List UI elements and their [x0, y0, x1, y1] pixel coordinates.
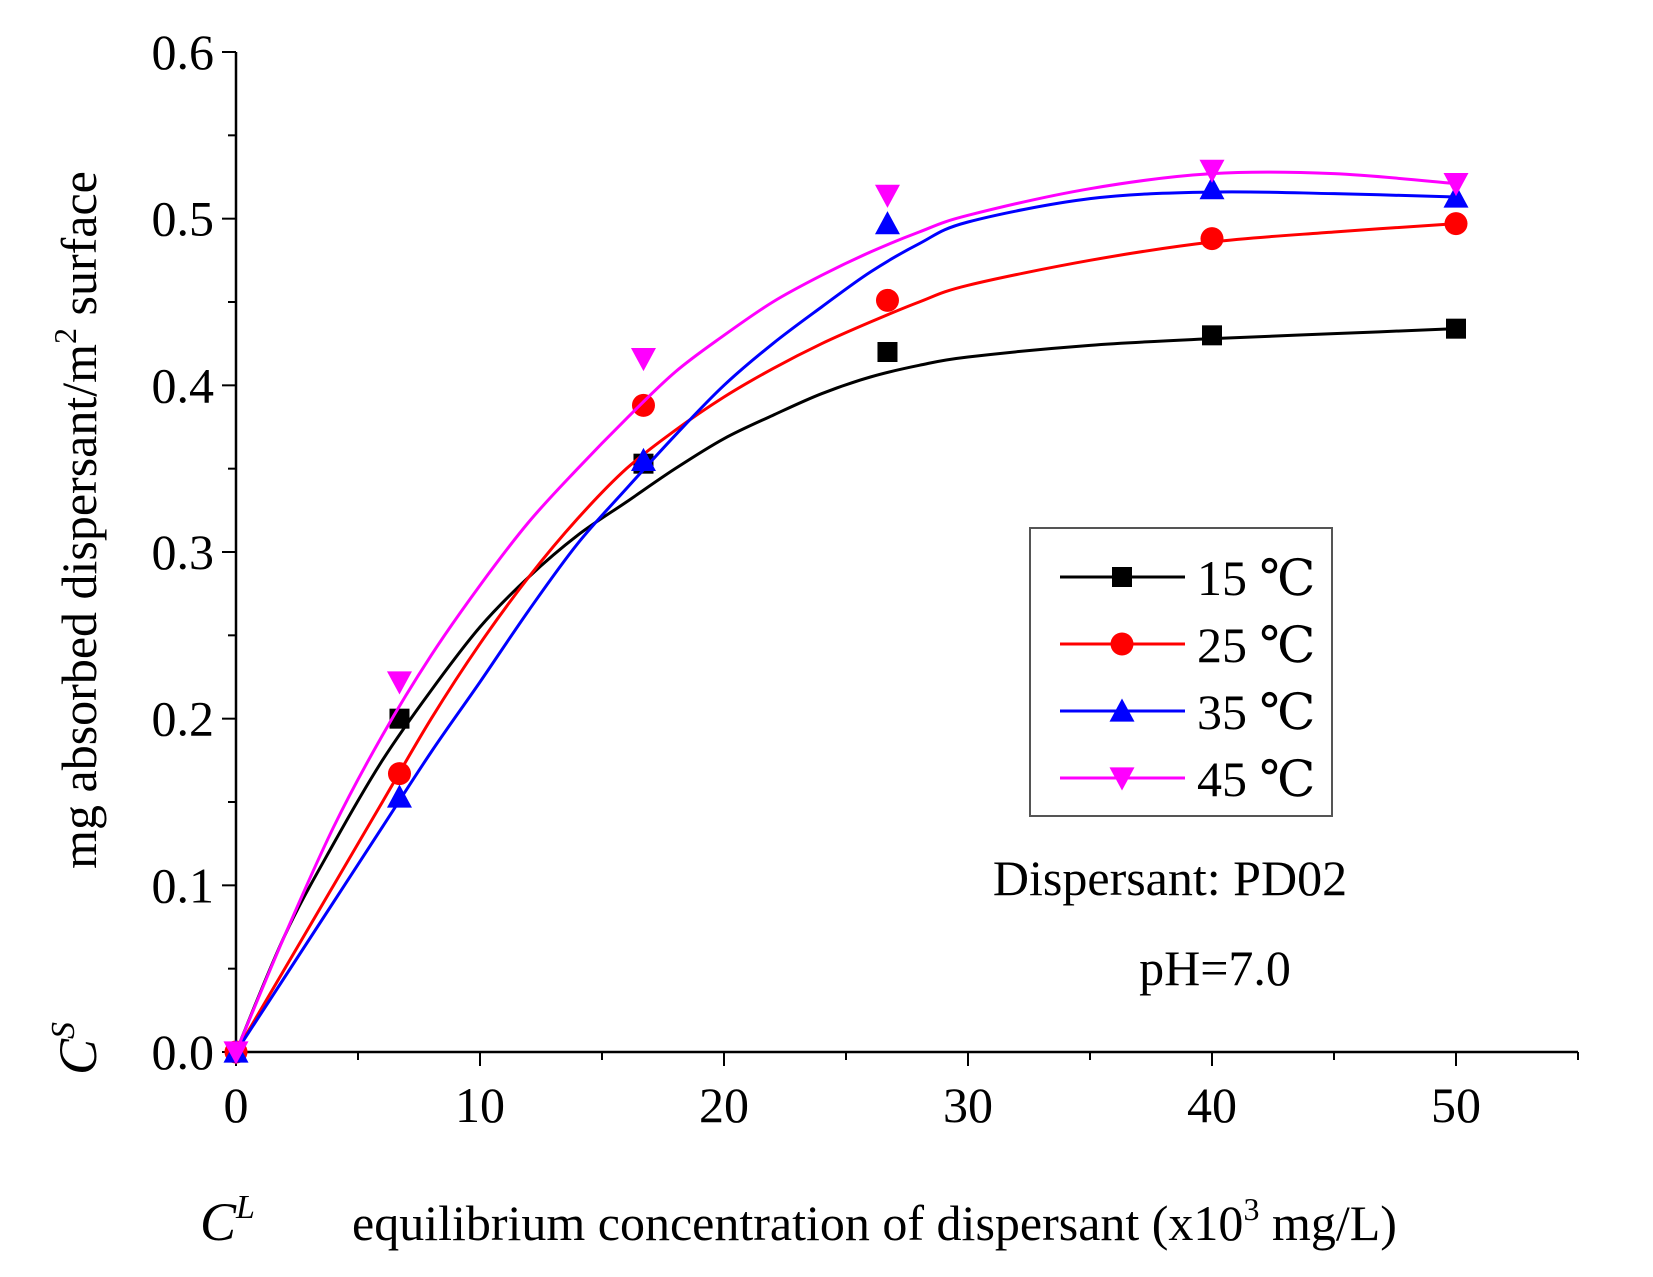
data-point [631, 393, 655, 417]
data-point [1199, 159, 1225, 183]
y-tick-label: 0.2 [152, 691, 215, 747]
x-axis-symbol: CL [200, 1189, 255, 1252]
data-point [386, 671, 412, 695]
series-fit-line [234, 327, 1457, 1053]
x-tick-label: 0 [224, 1077, 249, 1133]
data-point [386, 784, 412, 808]
legend-marker [1110, 632, 1134, 656]
data-point [877, 342, 898, 362]
y-axis-label: mg absorbed dispersant/m2 surface [47, 171, 107, 869]
x-tick-label: 30 [943, 1077, 993, 1133]
data-point [875, 288, 899, 312]
legend-item: 15 ℃ [1060, 550, 1315, 606]
series-fit-line [234, 222, 1457, 1053]
plot-area: 0 10 20 30 40 50 0.0 0.1 0.2 0.3 0.4 0.5 0.6 [152, 24, 1579, 1133]
data-point [1446, 318, 1466, 339]
data-point [1199, 176, 1225, 200]
legend-marker [1112, 567, 1132, 587]
legend-label: 15 ℃ [1197, 550, 1315, 606]
y-tick-label: 0.0 [152, 1024, 215, 1080]
series-fit-line [234, 170, 1457, 1053]
legend-marker [1109, 698, 1135, 722]
y-tick-label: 0.6 [152, 24, 215, 80]
x-tick-label: 10 [455, 1077, 505, 1133]
data-point [1444, 212, 1468, 236]
series-fit-line [234, 190, 1457, 1053]
data-point [630, 348, 656, 372]
legend-item: 45 ℃ [1060, 751, 1315, 807]
y-tick-label: 0.3 [152, 524, 215, 580]
legend-item: 25 ℃ [1060, 617, 1315, 673]
y-tick-label: 0.4 [152, 357, 215, 413]
data-point [223, 1041, 249, 1065]
legend-item: 35 ℃ [1060, 684, 1315, 740]
data-point [1202, 325, 1222, 346]
x-axis-label: equilibrium concentration of dispersant … [352, 1191, 1397, 1251]
legend-label: 35 ℃ [1197, 684, 1315, 740]
annotations: Dispersant: PD02 pH=7.0 [993, 850, 1347, 996]
data-point [1443, 173, 1469, 197]
annotation-ph: pH=7.0 [1139, 940, 1291, 996]
x-tick-label: 40 [1187, 1077, 1237, 1133]
series-3 [223, 159, 1469, 1065]
x-tick-label: 50 [1431, 1077, 1481, 1133]
legend-label: 45 ℃ [1197, 751, 1315, 807]
data-point [874, 184, 900, 208]
series-2 [223, 176, 1469, 1063]
y-axis-symbol: CS [45, 1022, 108, 1075]
data-point [1200, 227, 1224, 251]
x-tick-label: 20 [699, 1077, 749, 1133]
data-point [874, 211, 900, 235]
legend-label: 25 ℃ [1197, 617, 1315, 673]
y-tick-label: 0.1 [152, 857, 215, 913]
legend: 15 ℃ 25 ℃ 35 ℃ 45 ℃ [1029, 527, 1333, 817]
legend-marker [1109, 767, 1135, 791]
annotation-dispersant: Dispersant: PD02 [993, 850, 1347, 906]
data-point [387, 762, 411, 786]
data-point [630, 447, 656, 471]
series-1 [224, 212, 1468, 1064]
y-tick-label: 0.5 [152, 191, 215, 247]
